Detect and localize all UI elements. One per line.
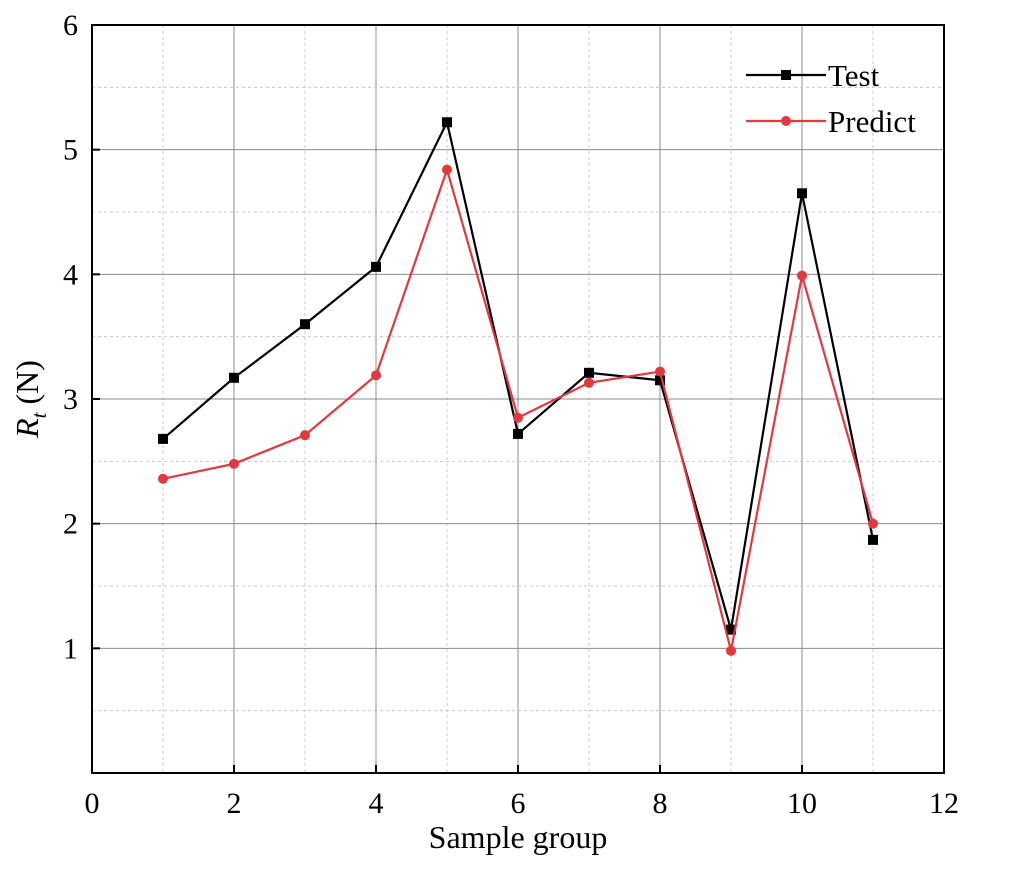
y-axis-title: Rt (N): [9, 360, 51, 439]
x-tick-label: 8: [653, 787, 668, 820]
data-point-test: [584, 367, 594, 378]
data-point-test: [371, 261, 381, 272]
y-axis-title-unit: (N): [9, 360, 45, 412]
y-tick-label: 4: [63, 258, 78, 291]
x-tick-label: 4: [369, 787, 384, 820]
data-point-predict: [584, 377, 594, 388]
y-tick-label: 2: [63, 508, 78, 541]
y-axis-title-symbol: R: [9, 418, 45, 439]
y-tick-label: 3: [63, 383, 78, 416]
data-point-test: [229, 372, 239, 383]
legend: Test Predict: [746, 58, 916, 139]
data-point-test: [797, 188, 807, 199]
axis-ticks: [91, 24, 945, 773]
legend-marker-test: [781, 70, 791, 80]
series-test: [158, 117, 878, 635]
legend-item-test: Test: [746, 58, 880, 93]
data-point-predict: [513, 412, 523, 423]
y-tick-label: 6: [63, 9, 78, 42]
data-point-predict: [158, 473, 168, 484]
x-tick-label: 0: [85, 787, 100, 820]
data-point-predict: [797, 270, 807, 281]
data-point-test: [726, 624, 736, 635]
x-tick-label: 10: [787, 787, 817, 820]
x-tick-label: 6: [511, 787, 526, 820]
data-point-test: [655, 375, 665, 386]
grid: [92, 25, 944, 773]
series-layer: [158, 117, 878, 656]
x-axis-title: Sample group: [429, 819, 608, 855]
series-predict: [158, 164, 878, 656]
legend-marker-predict: [781, 116, 791, 126]
data-point-predict: [442, 164, 452, 175]
data-point-test: [300, 319, 310, 330]
y-axis-title-subscript: t: [27, 411, 51, 418]
legend-label-predict: Predict: [828, 104, 916, 139]
data-point-predict: [371, 370, 381, 381]
data-point-test: [513, 428, 523, 439]
data-point-test: [442, 117, 452, 128]
legend-label-test: Test: [828, 58, 880, 93]
y-tick-label: 5: [63, 134, 78, 167]
data-point-predict: [868, 518, 878, 529]
data-point-test: [158, 433, 168, 444]
y-tick-label: 1: [63, 632, 78, 665]
x-tick-label: 2: [227, 787, 242, 820]
data-point-predict: [655, 366, 665, 377]
data-point-predict: [300, 430, 310, 441]
x-tick-label: 12: [929, 787, 959, 820]
data-point-test: [868, 534, 878, 545]
data-point-predict: [726, 645, 736, 656]
data-point-predict: [229, 458, 239, 469]
legend-item-predict: Predict: [746, 104, 916, 139]
